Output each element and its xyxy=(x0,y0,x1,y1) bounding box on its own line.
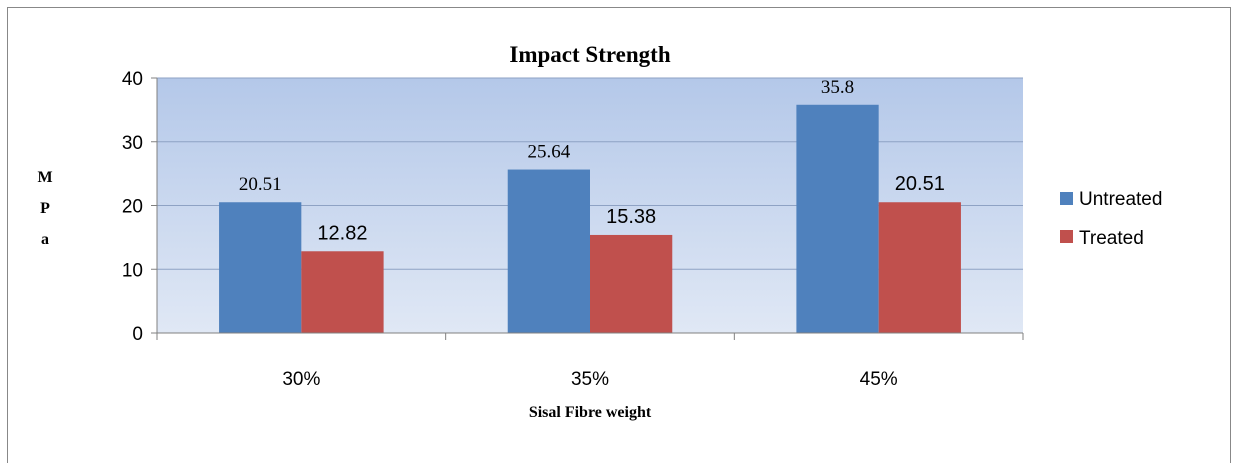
y-tick-label: 10 xyxy=(122,260,143,281)
y-tick-label: 0 xyxy=(132,324,143,345)
x-tick-label: 35% xyxy=(571,369,609,390)
bar-untreated-1 xyxy=(219,202,302,333)
x-tick-label: 45% xyxy=(860,369,898,390)
legend-swatch-treated xyxy=(1060,230,1073,243)
legend-label-treated: Treated xyxy=(1079,228,1144,249)
y-tick-label: 20 xyxy=(122,197,143,218)
data-label: 25.64 xyxy=(527,142,570,163)
data-label: 35.8 xyxy=(821,77,854,98)
data-label: 20.51 xyxy=(895,173,945,195)
legend: Untreated Treated xyxy=(1060,189,1162,249)
bar-treated-2 xyxy=(590,234,673,333)
x-axis-title: Sisal Fibre weight xyxy=(529,404,652,421)
chart-title: Impact Strength xyxy=(509,42,670,67)
y-axis-title-letter: a xyxy=(41,231,49,248)
y-tick-label: 40 xyxy=(122,69,143,90)
axes xyxy=(151,77,1024,340)
x-tick-label: 30% xyxy=(282,369,320,390)
bar-treated-3 xyxy=(878,202,961,333)
legend-swatch-untreated xyxy=(1060,192,1073,205)
chart-frame xyxy=(7,7,1231,463)
bar-untreated-2 xyxy=(507,169,590,333)
legend-label-untreated: Untreated xyxy=(1079,189,1162,210)
bar-treated-1 xyxy=(301,251,384,333)
y-axis-title-letter: P xyxy=(40,200,50,217)
data-label: 15.38 xyxy=(606,206,656,228)
bars xyxy=(219,104,961,334)
labels: 0 10 20 30 40 30% 20.51 12.82 35% 25.64 15.38 45% 35… xyxy=(122,69,945,390)
data-label: 12.82 xyxy=(317,222,367,244)
data-label: 20.51 xyxy=(239,174,282,195)
bar-untreated-3 xyxy=(796,104,879,334)
y-axis-title: M P a xyxy=(37,169,52,248)
y-axis-title-letter: M xyxy=(37,169,52,186)
y-tick-label: 30 xyxy=(122,133,143,154)
